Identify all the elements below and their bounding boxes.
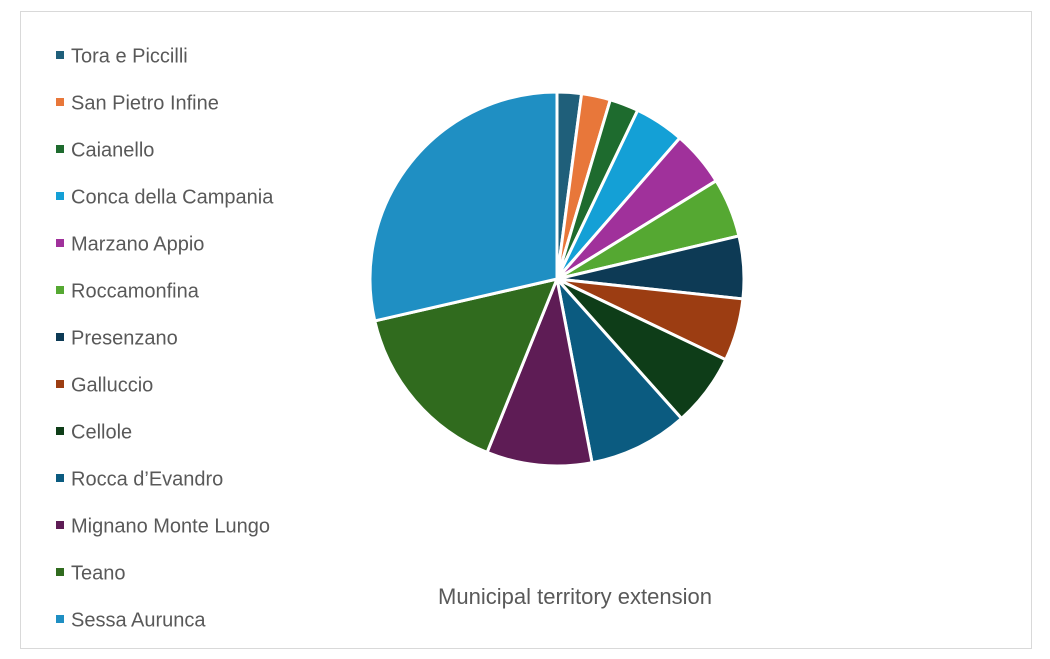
pie-slice [485,277,594,468]
legend-item: Tora e Piccilli [56,33,356,80]
legend-label: Caianello [71,139,155,162]
legend-swatch [56,614,64,623]
legend-swatch [56,520,64,529]
legend-swatch [56,285,64,294]
legend-label: Galluccio [71,374,154,397]
legend-swatch [56,191,64,200]
legend-swatch [56,379,64,388]
legend-item: Cellole [56,409,356,456]
legend-item: Teano [56,550,356,597]
legend-label: Roccamonfina [71,280,199,303]
legend-item: Mignano Monte Lungo [56,503,356,550]
legend-swatch [56,238,64,247]
legend-item: Caianello [56,127,356,174]
legend-label: Sessa Aurunca [71,609,206,632]
legend-item: Marzano Appio [56,221,356,268]
legend-swatch [56,332,64,341]
legend-label: Rocca d’Evandro [71,468,224,491]
pie-slice [555,277,684,465]
legend-swatch [56,567,64,576]
legend-label: Marzano Appio [71,233,205,256]
legend-swatch [56,473,64,482]
legend-item: Presenzano [56,315,356,362]
legend-swatch [56,50,64,59]
pie-slice [368,90,559,323]
legend-item: Conca della Campania [56,174,356,221]
legend-item: Roccamonfina [56,268,356,315]
legend-item: San Pietro Infine [56,80,356,127]
legend-label: Tora e Piccilli [71,45,188,68]
legend-swatch [56,144,64,153]
legend-swatch [56,426,64,435]
chart-title: Municipal territory extension [438,584,712,609]
legend-item: Sessa Aurunca [56,597,356,644]
chart-legend: Tora e Piccilli San Pietro Infine Caianell… [56,33,356,644]
legend-label: Teano [71,562,126,585]
legend-label: San Pietro Infine [71,92,219,115]
legend-item: Rocca d’Evandro [56,456,356,503]
legend-label: Presenzano [71,327,178,350]
pie-slice [373,277,559,454]
legend-swatch [56,97,64,106]
legend-label: Mignano Monte Lungo [71,515,271,538]
legend-item: Galluccio [56,362,356,409]
legend-label: Conca della Campania [71,186,274,209]
legend-label: Cellole [71,421,133,444]
